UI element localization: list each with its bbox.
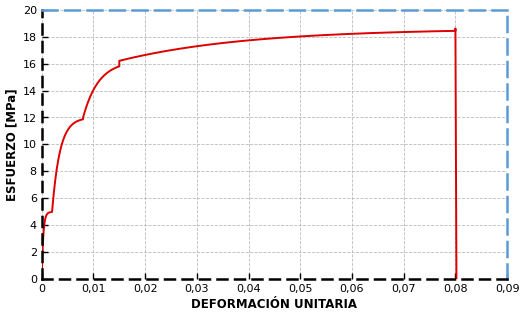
Y-axis label: ESFUERZO [MPa]: ESFUERZO [MPa] — [6, 88, 18, 201]
X-axis label: DEFORMACIÓN UNITARIA: DEFORMACIÓN UNITARIA — [192, 298, 358, 311]
